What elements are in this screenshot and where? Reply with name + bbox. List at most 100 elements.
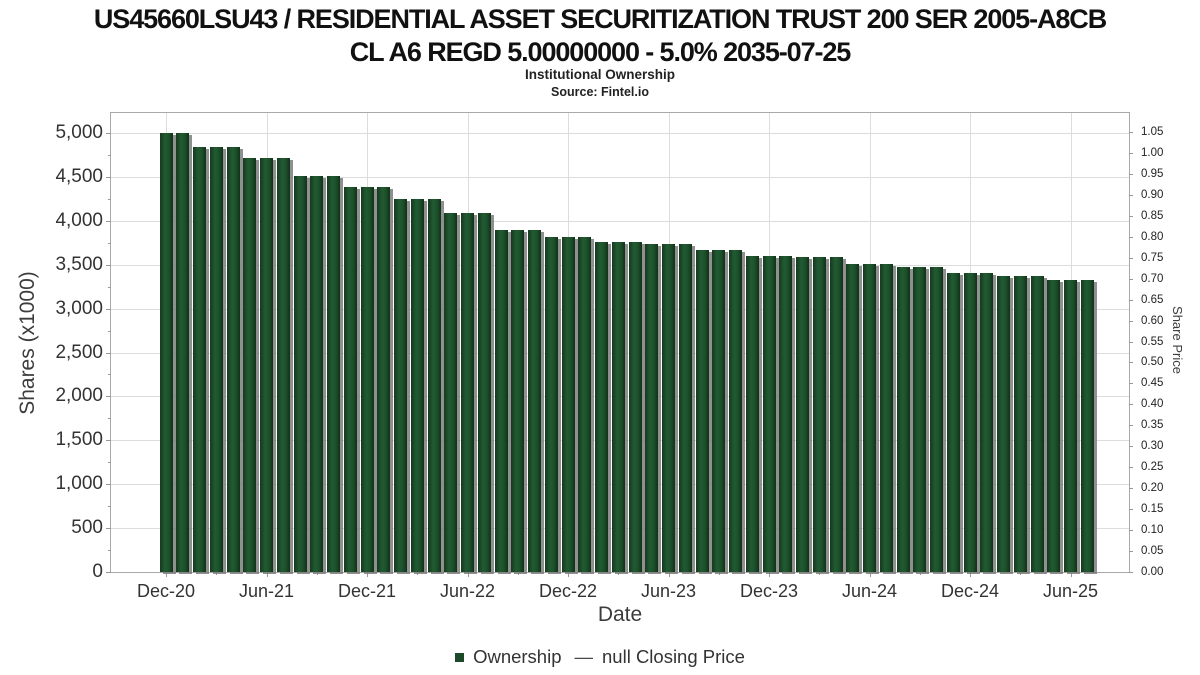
ownership-bar[interactable] [477,212,491,572]
ownership-bar[interactable] [427,198,441,572]
ownership-bar[interactable] [796,257,809,572]
ownership-bar[interactable] [360,187,374,572]
y-right-tick-label: 0.75 [1141,251,1164,264]
ownership-bar[interactable] [293,176,307,572]
x-major-tick [1070,572,1072,577]
y-right-tick-label: 0.40 [1141,398,1164,411]
ownership-bar[interactable] [327,176,340,572]
ownership-bar[interactable] [176,133,190,572]
ownership-bar[interactable] [712,249,726,572]
ownership-bar[interactable] [913,267,927,572]
x-minor-tick [919,572,921,575]
chart-title-line-1: US45660LSU43 / RESIDENTIAL ASSET SECURIT… [93,4,1107,34]
ownership-bar[interactable] [846,263,860,572]
y-right-tick [1129,446,1133,448]
y-left-major-tick [106,133,111,134]
ownership-bar[interactable] [729,249,742,572]
y-left-tick-label: 1,500 [55,429,103,451]
ownership-bar[interactable] [1064,279,1077,572]
ownership-bar[interactable] [511,230,525,572]
y-right-tick-label: 0.90 [1141,188,1164,201]
ownership-bar[interactable] [1047,279,1061,572]
x-minor-tick [417,572,419,575]
y-right-tick [1129,530,1133,532]
ownership-bar[interactable] [745,255,759,572]
y-right-tick-label: 0.80 [1141,230,1164,243]
ownership-bar[interactable] [1080,279,1094,572]
ownership-bar[interactable] [461,212,474,572]
ownership-bar[interactable] [980,273,994,572]
ownership-bar[interactable] [595,241,608,572]
ownership-bar[interactable] [779,255,793,572]
y-right-tick-label: 0.85 [1141,209,1164,222]
ownership-bar[interactable] [410,198,424,572]
ownership-bar[interactable] [159,133,173,572]
y-left-minor-tick [108,154,111,156]
y-right-tick-label: 0.65 [1141,293,1164,306]
ownership-bar[interactable] [896,267,910,572]
ownership-bar[interactable] [394,198,407,572]
y-right-tick-label: 0.55 [1141,335,1164,348]
ownership-bar[interactable] [611,241,625,572]
y-left-major-tick [106,308,111,310]
ownership-bar[interactable] [377,187,391,572]
ownership-bar[interactable] [946,273,960,572]
y-right-tick-label: 0.05 [1141,545,1164,558]
ownership-bar[interactable] [930,267,943,572]
y-left-tick-label: 4,500 [55,165,103,187]
x-tick-label: Jun-24 [841,581,898,601]
x-tick-label: Jun-23 [640,581,697,601]
y-left-minor-tick [108,550,111,552]
ownership-bar[interactable] [812,257,826,572]
ownership-bar[interactable] [494,230,508,572]
chart-source: Source: Fintel.io [551,85,649,99]
y-right-tick [1129,152,1133,154]
y-right-tick-label: 0.50 [1141,356,1164,369]
y-right-tick [1129,551,1133,553]
ownership-bar[interactable] [762,255,776,572]
y-left-major-tick [106,484,111,486]
y-left-tick-label: 5,000 [55,122,103,143]
ownership-bar[interactable] [260,158,273,572]
ownership-bar[interactable] [997,276,1010,572]
ownership-bar[interactable] [226,147,240,572]
y-left-tick-label: 4,000 [55,209,103,231]
legend-item-closing-price[interactable]: null Closing Price [602,646,745,667]
ownership-bar[interactable] [561,236,575,572]
ownership-bar[interactable] [310,176,324,572]
ownership-bar[interactable] [1013,276,1027,572]
ownership-bar[interactable] [1030,276,1044,572]
ownership-bar[interactable] [645,243,659,572]
x-minor-tick [216,572,218,575]
y-right-tick [1129,467,1133,469]
y-right-tick [1129,194,1133,196]
chart-title-line-2: CL A6 REGD 5.00000000 - 5.0% 2035-07-25 [349,37,852,67]
x-minor-tick [1020,572,1022,575]
legend-item-ownership[interactable]: Ownership [473,646,562,667]
ownership-bar[interactable] [578,236,592,572]
y-right-tick-label: 0.35 [1141,419,1164,432]
ownership-bar[interactable] [963,273,977,572]
ownership-bar[interactable] [544,236,558,572]
ownership-bar[interactable] [193,147,206,572]
ownership-bar[interactable] [528,230,541,572]
ownership-bar[interactable] [678,243,692,572]
ownership-bar[interactable] [343,187,357,572]
ownership-bar[interactable] [695,249,709,572]
ownership-bar[interactable] [276,158,290,572]
ownership-bar[interactable] [444,212,458,572]
ownership-bar[interactable] [829,257,843,572]
x-major-tick [668,572,670,577]
x-major-tick [367,572,368,577]
y-left-minor-tick [108,198,111,200]
ownership-bar[interactable] [628,241,642,572]
y-left-tick-label: 2,000 [55,385,103,407]
y-right-tick [1129,236,1133,238]
ownership-bar[interactable] [209,147,223,572]
ownership-bar[interactable] [243,158,257,572]
ownership-bar[interactable] [662,243,675,572]
y-left-axis-title: Shares (x1000) [16,271,39,415]
ownership-bar[interactable] [863,263,876,572]
ownership-bar[interactable] [879,263,893,572]
y-left-major-tick [106,264,111,266]
